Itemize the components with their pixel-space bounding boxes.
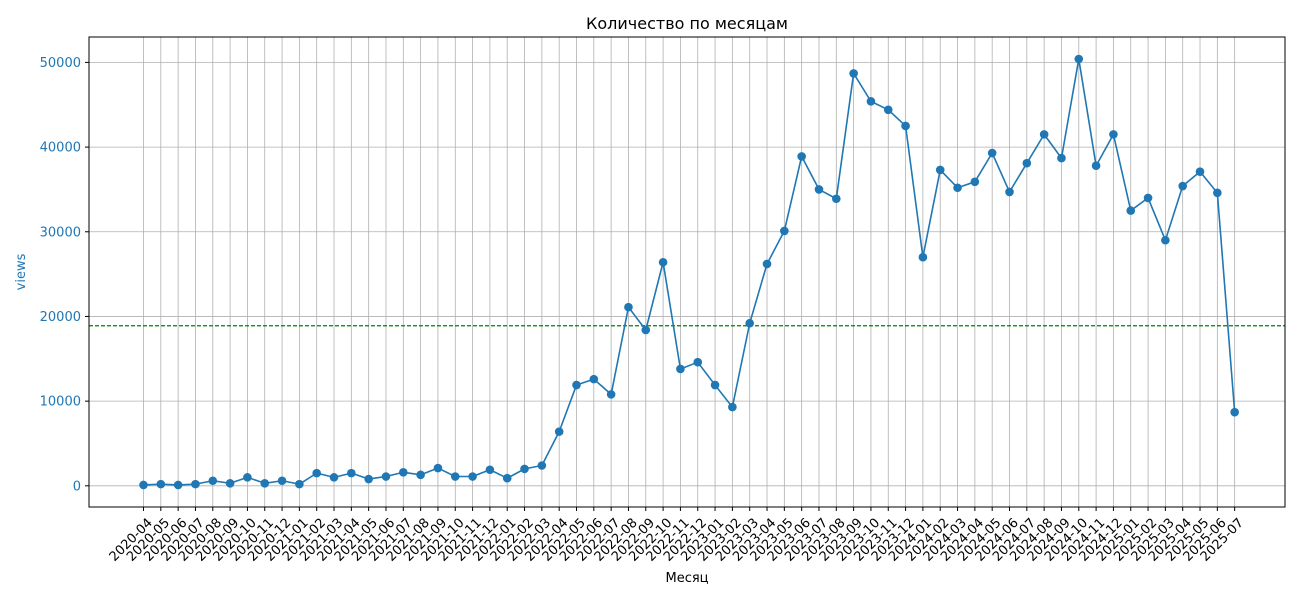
data-point xyxy=(156,479,166,489)
y-tick-layer: 0 10000 20000 30000 40000 50000 xyxy=(40,56,89,494)
data-point xyxy=(883,105,893,115)
data-point xyxy=(1091,161,1101,171)
y-tick-label: 30000 xyxy=(40,225,81,240)
data-point xyxy=(918,252,928,262)
data-point xyxy=(953,183,962,193)
data-point xyxy=(1109,130,1118,139)
y-tick-label: 20000 xyxy=(40,310,81,325)
data-point xyxy=(399,467,408,477)
data-point xyxy=(1143,193,1153,203)
data-point xyxy=(485,465,495,475)
y-tick-label: 0 xyxy=(73,479,81,494)
data-point xyxy=(1005,187,1014,197)
data-point xyxy=(745,318,754,328)
data-point xyxy=(502,473,512,483)
data-point xyxy=(520,464,529,474)
plot-frame xyxy=(88,36,1286,508)
data-point xyxy=(935,165,945,175)
chart-title: Количество по месяцам xyxy=(586,14,788,33)
data-point xyxy=(537,461,547,470)
data-point xyxy=(572,380,581,390)
data-point xyxy=(1057,153,1066,163)
data-point xyxy=(312,468,322,478)
data-point xyxy=(450,472,460,481)
data-point xyxy=(589,374,599,384)
series-layer xyxy=(139,54,1239,490)
data-point xyxy=(658,257,668,267)
data-point xyxy=(260,478,270,488)
data-point xyxy=(243,473,252,482)
data-point xyxy=(1022,158,1032,168)
data-point xyxy=(762,259,772,269)
data-point xyxy=(277,476,287,486)
data-point xyxy=(693,357,703,367)
data-point xyxy=(416,470,425,480)
data-point xyxy=(191,479,200,489)
data-point xyxy=(364,474,373,484)
data-point xyxy=(814,185,824,194)
data-point xyxy=(849,69,858,78)
data-point xyxy=(1126,206,1136,215)
data-point xyxy=(208,476,218,486)
data-point xyxy=(347,468,356,478)
x-tick-layer: 2020-042020-052020-062020-072020-082020-… xyxy=(107,507,1247,565)
data-point xyxy=(381,472,391,481)
data-point xyxy=(866,97,876,106)
data-point xyxy=(641,325,651,335)
data-point xyxy=(780,226,789,236)
data-point xyxy=(606,390,616,399)
data-point xyxy=(676,364,685,374)
data-point xyxy=(832,194,841,204)
data-point xyxy=(1074,54,1084,64)
data-point xyxy=(295,479,304,489)
x-axis-label: Месяц xyxy=(665,571,708,586)
data-point xyxy=(1195,167,1205,176)
y-axis-label: views xyxy=(14,253,29,290)
grid xyxy=(89,37,1285,507)
data-point xyxy=(970,177,980,187)
y-tick-label: 10000 xyxy=(40,395,81,410)
data-point xyxy=(987,148,997,158)
data-point xyxy=(433,463,443,473)
data-point xyxy=(554,427,564,436)
data-point xyxy=(624,302,633,312)
data-point xyxy=(329,473,339,482)
data-point xyxy=(1039,130,1049,139)
data-point xyxy=(468,472,477,481)
y-tick-label: 50000 xyxy=(40,56,81,71)
data-point xyxy=(1213,188,1222,198)
data-point xyxy=(1178,181,1187,191)
data-point xyxy=(225,478,235,488)
data-point xyxy=(1230,407,1239,417)
data-point xyxy=(710,380,720,390)
series-line xyxy=(143,58,1236,486)
data-point xyxy=(901,121,910,131)
data-point xyxy=(1161,235,1170,245)
data-point xyxy=(728,402,737,412)
y-tick-label: 40000 xyxy=(40,141,81,156)
data-point xyxy=(139,480,148,490)
data-point xyxy=(173,480,183,490)
data-point xyxy=(797,152,806,161)
